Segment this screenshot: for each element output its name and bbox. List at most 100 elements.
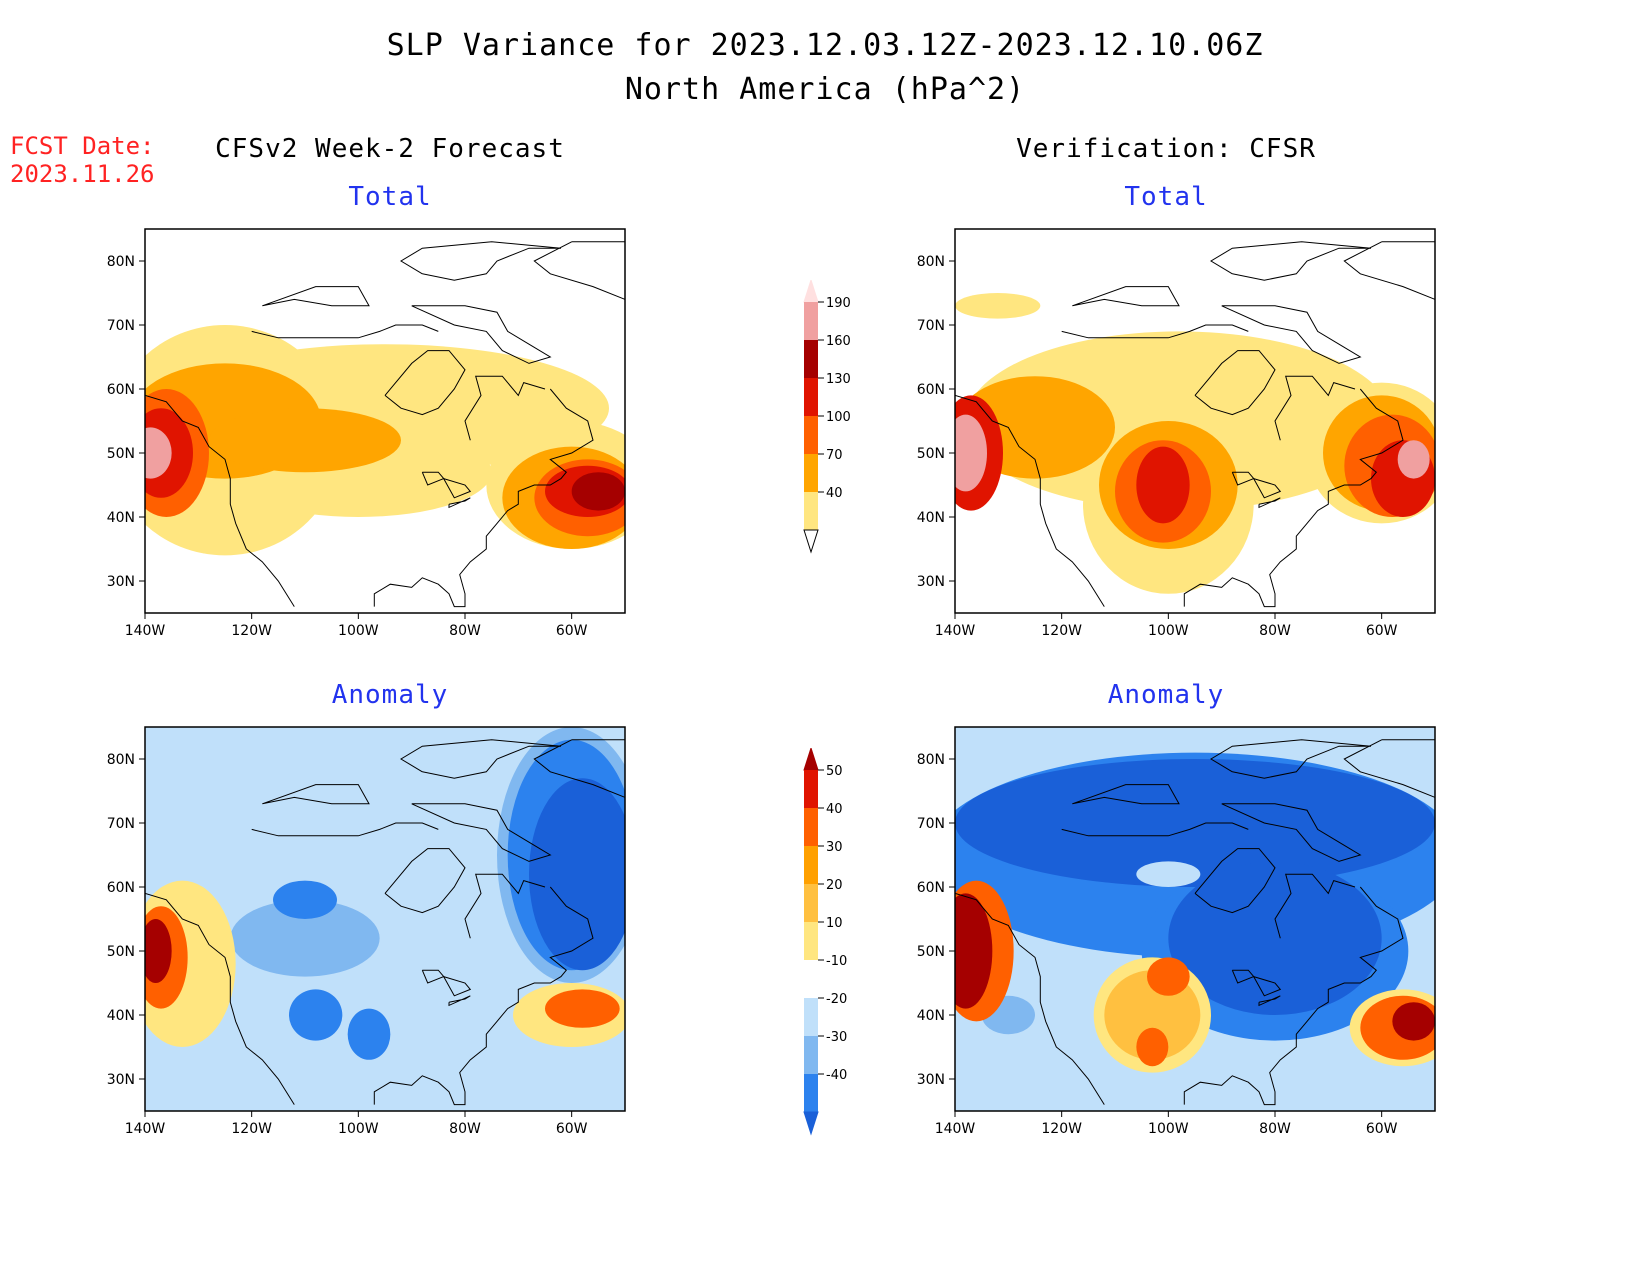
contour-field — [1136, 446, 1190, 524]
map-frame — [144, 726, 626, 1112]
lat-tick-label: 70N — [917, 318, 945, 334]
contour-field — [1397, 440, 1430, 479]
coastline — [1221, 803, 1362, 862]
coastline — [448, 995, 471, 1007]
coastline — [1343, 241, 1435, 300]
coastline — [1231, 471, 1255, 486]
contour-field — [1168, 861, 1382, 1015]
legend-swatch — [804, 302, 818, 340]
lat-tick-label: 60N — [107, 382, 135, 398]
lat-tick-label: 40N — [917, 510, 945, 526]
coastline — [421, 471, 445, 486]
lat-tick-label: 70N — [917, 816, 945, 832]
lat-tick-label: 30N — [917, 574, 945, 590]
legend-label: 130 — [826, 372, 850, 387]
lon-tick-label: 60W — [1366, 623, 1398, 639]
coastline — [464, 375, 546, 441]
contour-field — [571, 472, 625, 511]
lat-tick-label: 30N — [917, 1072, 945, 1088]
coastline — [411, 305, 552, 364]
coastline — [400, 739, 562, 779]
main-title: SLP Variance for 2023.12.03.12Z-2023.12.… — [386, 28, 1264, 63]
coastline — [1210, 739, 1372, 779]
legend-tip-bottom — [803, 1111, 819, 1136]
coastline — [145, 892, 295, 1105]
legend-label: -30 — [826, 1030, 847, 1045]
legend-swatch — [804, 808, 818, 846]
lon-tick-label: 140W — [125, 1121, 166, 1137]
lat-tick-label: 60N — [917, 382, 945, 398]
coastline — [384, 350, 466, 416]
coastline — [533, 241, 625, 300]
legend-label: 100 — [826, 410, 850, 425]
legend-label: 160 — [826, 334, 850, 349]
coastline — [1072, 784, 1180, 805]
map-frame — [954, 726, 1436, 1112]
coastline — [955, 394, 1105, 607]
lat-tick-label: 80N — [107, 752, 135, 768]
lon-tick-label: 140W — [935, 1121, 976, 1137]
fcst-date: 2023.11.26 — [10, 160, 155, 188]
coastline — [1061, 822, 1249, 837]
coastline — [373, 388, 594, 608]
lon-tick-label: 120W — [231, 1121, 272, 1137]
legend-label: 50 — [826, 764, 843, 779]
map-panel-bottom-right: 80N 70N 60N 50N 40N 30N 140W 120W 100W 80W 60W — [917, 726, 1436, 1137]
coastline — [1258, 995, 1281, 1007]
legend-swatch — [804, 846, 818, 884]
contour-field — [1136, 861, 1201, 887]
legend-label: 20 — [826, 878, 843, 893]
lat-tick-label: 80N — [917, 254, 945, 270]
lon-tick-label: 120W — [1041, 623, 1082, 639]
lon-tick-label: 80W — [449, 623, 481, 639]
lon-tick-label: 120W — [231, 623, 272, 639]
legend-anomaly: -40-30-20-10102030405060 — [803, 748, 847, 1136]
map-frame — [144, 228, 626, 614]
map-panel-top-left: 80N 70N 60N 50N 40N 30N 140W 120W 100W 80W 60W — [107, 228, 626, 639]
lon-tick-label: 60W — [556, 623, 588, 639]
coastline — [1258, 497, 1281, 509]
coastline — [1253, 478, 1282, 499]
panel-title-bottom-right: Anomaly — [1107, 680, 1225, 710]
legend-swatch — [804, 416, 818, 454]
contour-field — [955, 293, 1041, 319]
contour-field — [955, 893, 993, 1009]
coastline — [448, 497, 471, 509]
lat-tick-label: 50N — [917, 944, 945, 960]
lon-tick-label: 140W — [125, 623, 166, 639]
lon-tick-label: 100W — [1148, 1121, 1189, 1137]
panel-title-bottom-left: Anomaly — [331, 680, 449, 710]
map-panel-bottom-left: 80N 70N 60N 50N 40N 30N 140W 120W 100W 80W 60W — [107, 726, 626, 1137]
lon-tick-label: 60W — [556, 1121, 588, 1137]
contour-field — [1392, 1002, 1435, 1041]
coastline — [251, 324, 439, 339]
contour-field — [955, 759, 1435, 887]
coastline — [373, 886, 594, 1106]
lat-tick-label: 50N — [107, 446, 135, 462]
coastline — [443, 976, 472, 997]
lon-tick-label: 100W — [338, 623, 379, 639]
contour-field — [545, 989, 620, 1028]
lat-tick-label: 70N — [107, 816, 135, 832]
legend-swatch — [804, 492, 818, 530]
left-header: CFSv2 Week-2 Forecast — [215, 134, 565, 164]
panel-title-top-right: Total — [1124, 182, 1208, 212]
lat-tick-label: 80N — [917, 752, 945, 768]
coastline — [1072, 286, 1180, 307]
map-frame — [954, 228, 1436, 614]
coastline — [1194, 848, 1276, 914]
lat-tick-label: 40N — [107, 510, 135, 526]
coastline — [1183, 388, 1404, 608]
coastline — [1231, 969, 1255, 984]
legend-swatch — [804, 770, 818, 808]
coastline — [1343, 739, 1435, 798]
legend-label: 40 — [826, 802, 843, 817]
legend-label: 40 — [826, 486, 843, 501]
legend-label: 190 — [826, 296, 850, 311]
legend-swatch — [804, 340, 818, 378]
coastline — [262, 784, 370, 805]
contour-field — [145, 427, 172, 479]
contour-field — [1147, 957, 1190, 996]
coastline — [145, 394, 295, 607]
coastline — [1183, 886, 1404, 1106]
